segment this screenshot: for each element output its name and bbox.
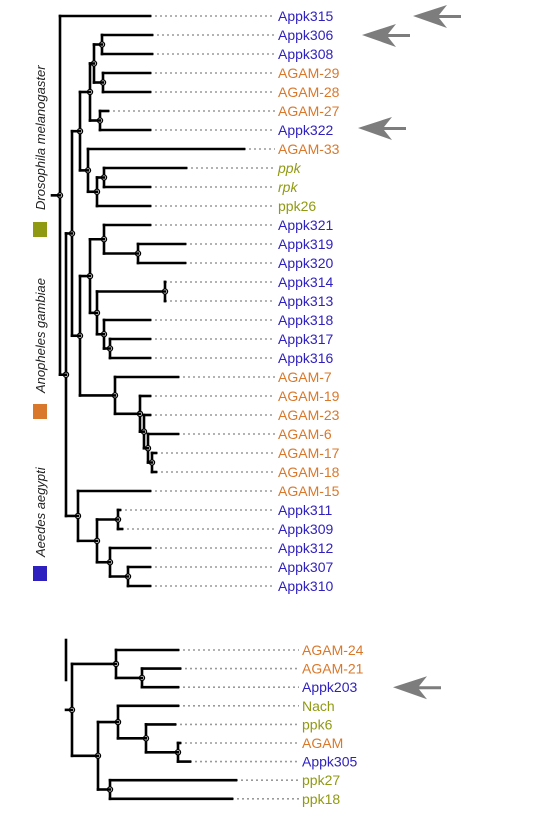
leaf-label: AGAM-24 [302, 642, 364, 658]
leaf-label: rpk [278, 179, 298, 195]
leaf-label: Appk311 [278, 502, 332, 518]
bottom-tree: AGAM-24 AGAM-21 Appk203 Nach ppk6 AGAM Appk305… [64, 638, 364, 807]
arrows [358, 5, 461, 700]
legend-label-anopheles: Anopheles gambiae [33, 278, 48, 394]
leaf-label: AGAM-15 [278, 483, 340, 499]
leaf-label: Appk305 [302, 754, 357, 770]
leaf-label: ppk [277, 160, 302, 176]
leaf-label: ppk18 [302, 791, 340, 807]
leaf-label: Nach [302, 698, 335, 714]
leaf-label: Appk317 [278, 331, 333, 347]
leaf-label: Appk306 [278, 27, 333, 43]
leaf-label: Appk310 [278, 578, 333, 594]
arrow-icon [393, 676, 441, 700]
leaf-label: Appk321 [278, 217, 333, 233]
leaf-label: Appk314 [278, 274, 333, 290]
leaf-label: AGAM-7 [278, 369, 332, 385]
leaf-label: Appk316 [278, 350, 333, 366]
legend-swatch-drosophila [33, 222, 47, 237]
arrow-icon [413, 5, 461, 28]
leaf-label: ppk26 [278, 198, 316, 214]
leaf-label: AGAM-19 [278, 388, 340, 404]
arrow-icon [362, 24, 410, 47]
leaf-label: AGAM [302, 735, 343, 751]
leaf-label: AGAM-18 [278, 464, 340, 480]
legend-swatch-aedes [33, 566, 47, 581]
legend-swatch-anopheles [33, 404, 47, 419]
leaf-label: AGAM-29 [278, 65, 340, 81]
species-legend: Drosophila melanogaster Anopheles gambiae… [33, 65, 48, 581]
leaf-label: AGAM-21 [302, 661, 364, 677]
top-tree: Appk315 Appk306 Appk308 AGAM-29 AGAM-28 AGAM-… [50, 8, 340, 594]
leaf-label: Appk315 [278, 8, 333, 24]
leaf-label: Appk309 [278, 521, 333, 537]
leaf-label: AGAM-27 [278, 103, 340, 119]
leaf-label: Appk319 [278, 236, 333, 252]
leaf-label: AGAM-6 [278, 426, 332, 442]
legend-label-aedes: Aeedes aegypti [33, 466, 48, 558]
leaf-label: AGAM-28 [278, 84, 340, 100]
leaf-label: Appk312 [278, 540, 333, 556]
leaf-label: AGAM-33 [278, 141, 340, 157]
leaf-label: ppk27 [302, 772, 340, 788]
leaf-label: ppk6 [302, 716, 333, 732]
leaf-label: Appk313 [278, 293, 333, 309]
arrow-icon [358, 117, 406, 140]
leaf-label: Appk322 [278, 122, 333, 138]
leaf-label: Appk203 [302, 679, 357, 695]
leaf-label: AGAM-23 [278, 407, 340, 423]
leaf-label: AGAM-17 [278, 445, 340, 461]
leaf-label: Appk307 [278, 559, 333, 575]
legend-label-drosophila: Drosophila melanogaster [33, 65, 48, 210]
leaf-label: Appk320 [278, 255, 333, 271]
leaf-label: Appk318 [278, 312, 333, 328]
leaf-label: Appk308 [278, 46, 333, 62]
